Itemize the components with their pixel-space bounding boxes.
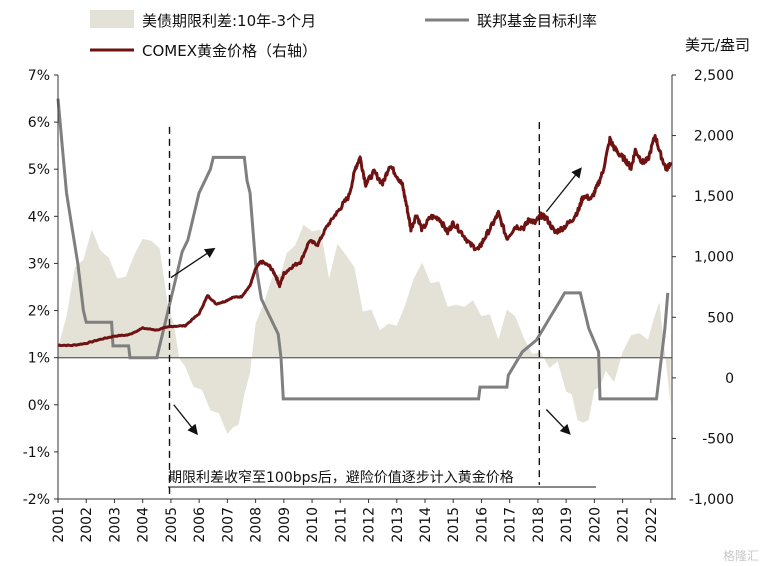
x-tick-label: 2017 [503,507,519,543]
legend: 美债期限利差:10年-3个月 联邦基金目标利率 COMEX黄金价格（右轴） [90,10,597,60]
x-tick-label: 2013 [390,507,406,543]
x-tick-label: 2007 [220,507,236,543]
right-tick-label: 500 [707,310,734,326]
x-tick-label: 2011 [333,507,349,543]
left-tick-label: 4% [28,209,50,225]
x-tick-label: 2005 [164,507,180,543]
left-tick-label: 3% [28,256,50,272]
legend-swatch-area [90,10,134,28]
right-tick-label: 2,500 [694,68,734,84]
left-tick-label: -1% [23,445,50,461]
gold-price-layer [57,134,673,348]
x-tick-label: 2021 [616,507,632,543]
x-tick-label: 2006 [192,507,208,543]
arrow-4 [545,409,571,435]
x-tick-label: 2022 [644,507,660,543]
right-tick-label: -1,000 [689,492,734,508]
legend-label: 美债期限利差:10年-3个月 [142,12,316,30]
x-tick-label: 2001 [51,507,67,543]
right-tick-label: 1,500 [694,189,734,205]
right-tick-label: 1,000 [694,250,734,266]
x-tick-label: 2004 [136,507,152,543]
x-tick-label: 2014 [418,507,434,543]
right-tick-label: -500 [702,431,734,447]
left-tick-label: 6% [28,115,50,131]
x-tick-label: 2016 [474,507,490,543]
right-tick-label: 0 [725,371,734,387]
x-tick-label: 2015 [446,507,462,543]
watermark-logo: 格隆汇 [722,549,759,563]
x-tick-label: 2009 [277,507,293,543]
legend-label: 联邦基金目标利率 [477,12,597,30]
left-tick-label: -2% [23,492,50,508]
x-tick-label: 2012 [362,507,378,543]
arrow-2 [173,404,198,436]
x-tick-label: 2003 [107,507,123,543]
gold-price-line [57,134,673,348]
fed-funds-line [56,98,670,401]
legend-label: COMEX黄金价格（右轴） [142,42,317,60]
x-tick-label: 2018 [531,507,547,543]
term-spread-area-layer [58,224,671,434]
arrow-3 [545,167,582,213]
right-axis-unit: 美元/盎司 [685,36,750,54]
left-tick-label: 5% [28,162,50,178]
x-tick-label: 2008 [249,507,265,543]
annotation-marks-layer [168,122,582,495]
fed-funds-layer [56,98,670,401]
left-tick-label: 2% [28,304,50,320]
x-tick-label: 2019 [559,507,575,543]
right-tick-label: 2,000 [694,129,734,145]
left-tick-label: 7% [28,68,50,84]
axes-layer: -2% -1% 0% 1% 2% 3% 4% 5% 6% 7% -1,000 -500 0 500 1,00… [23,68,734,543]
term-spread-area [58,224,671,434]
left-tick-label: 0% [28,398,50,414]
annotation-text: 期限利差收窄至100bps后，避险价值逐步计入黄金价格 [168,469,514,486]
arrow-1 [170,247,216,279]
x-tick-label: 2002 [79,507,95,543]
x-tick-label: 2020 [587,507,603,543]
x-tick-label: 2010 [305,507,321,543]
left-tick-label: 1% [28,351,50,367]
